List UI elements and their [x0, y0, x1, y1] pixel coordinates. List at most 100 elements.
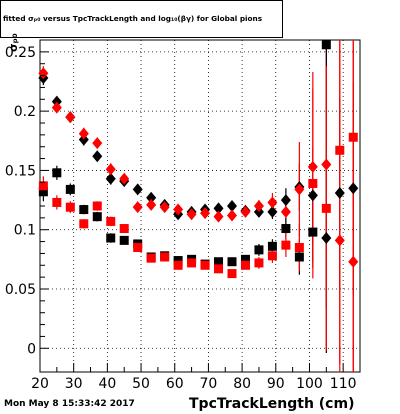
diamond-marker: [240, 205, 251, 218]
diamond-marker: [321, 158, 332, 171]
square-marker: [335, 145, 345, 155]
y-tick-label: 0.15: [5, 163, 36, 179]
square-marker: [65, 184, 75, 194]
x-tick-label: 100: [296, 376, 323, 392]
y-tick-label: 0: [27, 341, 36, 357]
data-markers: [38, 40, 359, 279]
square-marker: [254, 258, 264, 268]
timestamp: Mon May 8 15:33:42 2017: [4, 399, 135, 409]
diamond-marker: [92, 137, 103, 150]
diamond-marker: [105, 172, 116, 185]
y-tick-label: 0.25: [5, 45, 36, 61]
x-tick-label: 40: [98, 376, 116, 392]
x-tick-label: 90: [267, 376, 285, 392]
square-marker: [227, 257, 237, 267]
y-tick-label: 0.2: [14, 104, 36, 120]
square-marker: [92, 212, 102, 222]
square-marker: [173, 260, 183, 270]
square-marker: [38, 187, 48, 197]
square-marker: [308, 227, 318, 237]
y-tick-label: 0.1: [14, 223, 36, 239]
square-marker: [146, 253, 156, 263]
square-marker: [321, 40, 331, 50]
diamond-marker: [105, 163, 116, 176]
square-marker: [79, 219, 89, 229]
square-marker: [160, 252, 170, 262]
x-tick-label: 110: [330, 376, 357, 392]
x-tick-label: 80: [233, 376, 251, 392]
diamond-marker: [321, 232, 332, 245]
square-marker: [52, 168, 62, 178]
diamond-marker: [213, 210, 224, 223]
diamond-marker: [267, 196, 278, 209]
diamond-marker: [348, 182, 359, 195]
square-marker: [133, 243, 143, 252]
title-box: fitted σₚ₀ versus TpcTrackLength and log…: [0, 0, 283, 38]
x-tick-label: 30: [65, 376, 83, 392]
square-marker: [267, 251, 277, 261]
square-marker: [38, 181, 48, 191]
diamond-marker: [186, 208, 197, 221]
diamond-marker: [173, 203, 184, 216]
square-marker: [79, 205, 89, 215]
diamond-marker: [294, 183, 305, 196]
x-tick-label: 60: [166, 376, 184, 392]
y-axis-label: σₚ₀: [7, 33, 20, 52]
diamond-marker: [132, 183, 143, 196]
diamond-marker: [307, 160, 318, 173]
square-marker: [173, 256, 183, 266]
diamond-marker: [146, 191, 157, 204]
square-marker: [240, 260, 250, 270]
square-marker: [281, 224, 291, 234]
square-marker: [214, 257, 224, 267]
diamond-marker: [253, 200, 264, 212]
square-marker: [240, 254, 250, 264]
axis-ticks: [39, 51, 361, 372]
square-marker: [187, 258, 197, 268]
diamond-marker: [159, 201, 170, 214]
diamond-marker: [132, 201, 143, 214]
square-marker: [65, 202, 75, 212]
diamond-marker: [334, 234, 345, 247]
y-tick-label: 0.05: [5, 282, 36, 298]
diamond-marker: [92, 150, 103, 163]
diamond-marker: [307, 189, 318, 202]
x-tick-label: 70: [200, 376, 218, 392]
diamond-marker: [280, 194, 291, 207]
square-marker: [119, 235, 129, 245]
tick-labels: 20 30 40 50 60 70 80 90 100 110 0 0.05 0.1 0.15 0.2 0.2…: [5, 45, 357, 392]
diamond-marker: [267, 205, 278, 218]
square-marker: [254, 245, 264, 255]
x-axis-label: TpcTrackLength (cm): [189, 396, 355, 412]
diamond-marker: [227, 209, 237, 222]
diamond-marker: [119, 172, 130, 185]
square-marker: [52, 197, 62, 207]
diamond-marker: [146, 198, 157, 211]
diamond-marker: [280, 205, 291, 218]
square-marker: [214, 264, 224, 274]
square-marker: [267, 241, 277, 251]
diamond-marker: [65, 111, 76, 124]
diamond-marker: [51, 101, 62, 114]
square-marker: [106, 233, 116, 243]
diamond-marker: [227, 200, 237, 212]
square-marker: [106, 216, 116, 226]
diamond-marker: [213, 202, 224, 215]
square-marker: [281, 240, 291, 250]
diamond-marker: [78, 127, 89, 140]
square-marker: [321, 203, 331, 213]
square-marker: [294, 252, 304, 262]
square-marker: [92, 201, 102, 211]
diamond-marker: [334, 186, 345, 199]
diamond-marker: [38, 67, 49, 80]
square-marker: [200, 260, 210, 270]
square-marker: [308, 178, 318, 188]
diamond-marker: [348, 255, 359, 268]
square-marker: [348, 132, 358, 142]
chart-title: fitted σₚ₀ versus TpcTrackLength and log…: [3, 14, 263, 23]
square-marker: [119, 224, 129, 234]
diamond-marker: [200, 207, 211, 220]
x-tick-label: 50: [132, 376, 150, 392]
square-marker: [294, 243, 304, 252]
